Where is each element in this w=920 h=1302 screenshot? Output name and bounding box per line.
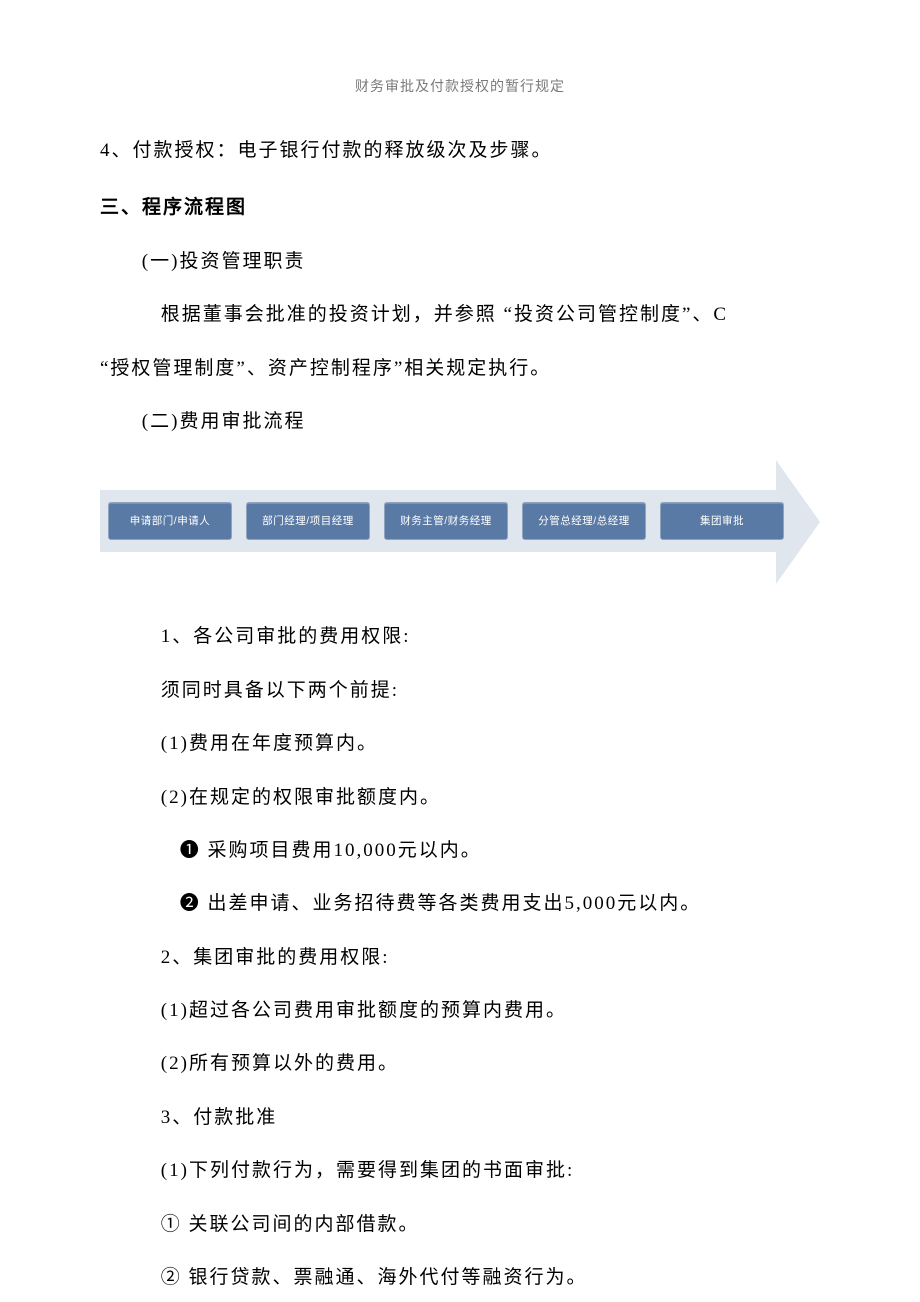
- item-3-1a: ① 关联公司间的内部借款。: [100, 1200, 820, 1249]
- flow-node-label: 申请部门/申请人: [130, 508, 210, 535]
- subsection-1-line1: 根据董事会批准的投资计划，并参照 “投资公司管控制度”、C: [100, 290, 820, 339]
- flow-node-general-manager: 分管总经理/总经理: [522, 502, 646, 540]
- item-2-2: (2)所有预算以外的费用。: [100, 1039, 820, 1088]
- item-1-2: (2)在规定的权限审批额度内。: [100, 773, 820, 822]
- item-1-premise: 须同时具备以下两个前提:: [100, 666, 820, 715]
- item-2: 2、集团审批的费用权限:: [100, 933, 820, 982]
- flow-node-dept-manager: 部门经理/项目经理: [246, 502, 370, 540]
- item-1-2a: ❶ 采购项目费用10,000元以内。: [100, 826, 820, 875]
- flow-node-label: 部门经理/项目经理: [262, 508, 353, 535]
- flow-node-label: 集团审批: [700, 508, 744, 535]
- page-header: 财务审批及付款授权的暂行规定: [0, 0, 920, 96]
- para-4: 4、付款授权：电子银行付款的释放级次及步骤。: [100, 126, 820, 175]
- item-1: 1、各公司审批的费用权限:: [100, 612, 820, 661]
- item-1-2b: ❷ 出差申请、业务招待费等各类费用支出5,000元以内。: [100, 879, 820, 928]
- item-2-1: (1)超过各公司费用审批额度的预算内费用。: [100, 986, 820, 1035]
- flow-node-finance-manager: 财务主管/财务经理: [384, 502, 508, 540]
- subsection-1-line2: “授权管理制度”、资产控制程序”相关规定执行。: [100, 344, 820, 393]
- subsection-2-title: (二)费用审批流程: [100, 397, 820, 446]
- header-title: 财务审批及付款授权的暂行规定: [355, 80, 565, 95]
- flow-node-applicant: 申请部门/申请人: [108, 502, 232, 540]
- item-3-1: (1)下列付款行为，需要得到集团的书面审批:: [100, 1146, 820, 1195]
- flow-node-label: 财务主管/财务经理: [400, 508, 491, 535]
- flow-nodes-row: 申请部门/申请人 部门经理/项目经理 财务主管/财务经理 分管总经理/总经理 集…: [108, 502, 784, 540]
- item-3: 3、付款批准: [100, 1093, 820, 1142]
- flow-node-label: 分管总经理/总经理: [538, 508, 629, 535]
- item-3-1b: ② 银行贷款、票融通、海外代付等融资行为。: [100, 1253, 820, 1302]
- subsection-1-title: (一)投资管理职责: [100, 237, 820, 286]
- flowchart: 申请部门/申请人 部门经理/项目经理 财务主管/财务经理 分管总经理/总经理 集…: [100, 460, 820, 600]
- flow-node-group-approval: 集团审批: [660, 502, 784, 540]
- heading-3: 三、程序流程图: [100, 183, 820, 232]
- document-body: 4、付款授权：电子银行付款的释放级次及步骤。 三、程序流程图 (一)投资管理职责…: [0, 96, 920, 1302]
- item-1-1: (1)费用在年度预算内。: [100, 719, 820, 768]
